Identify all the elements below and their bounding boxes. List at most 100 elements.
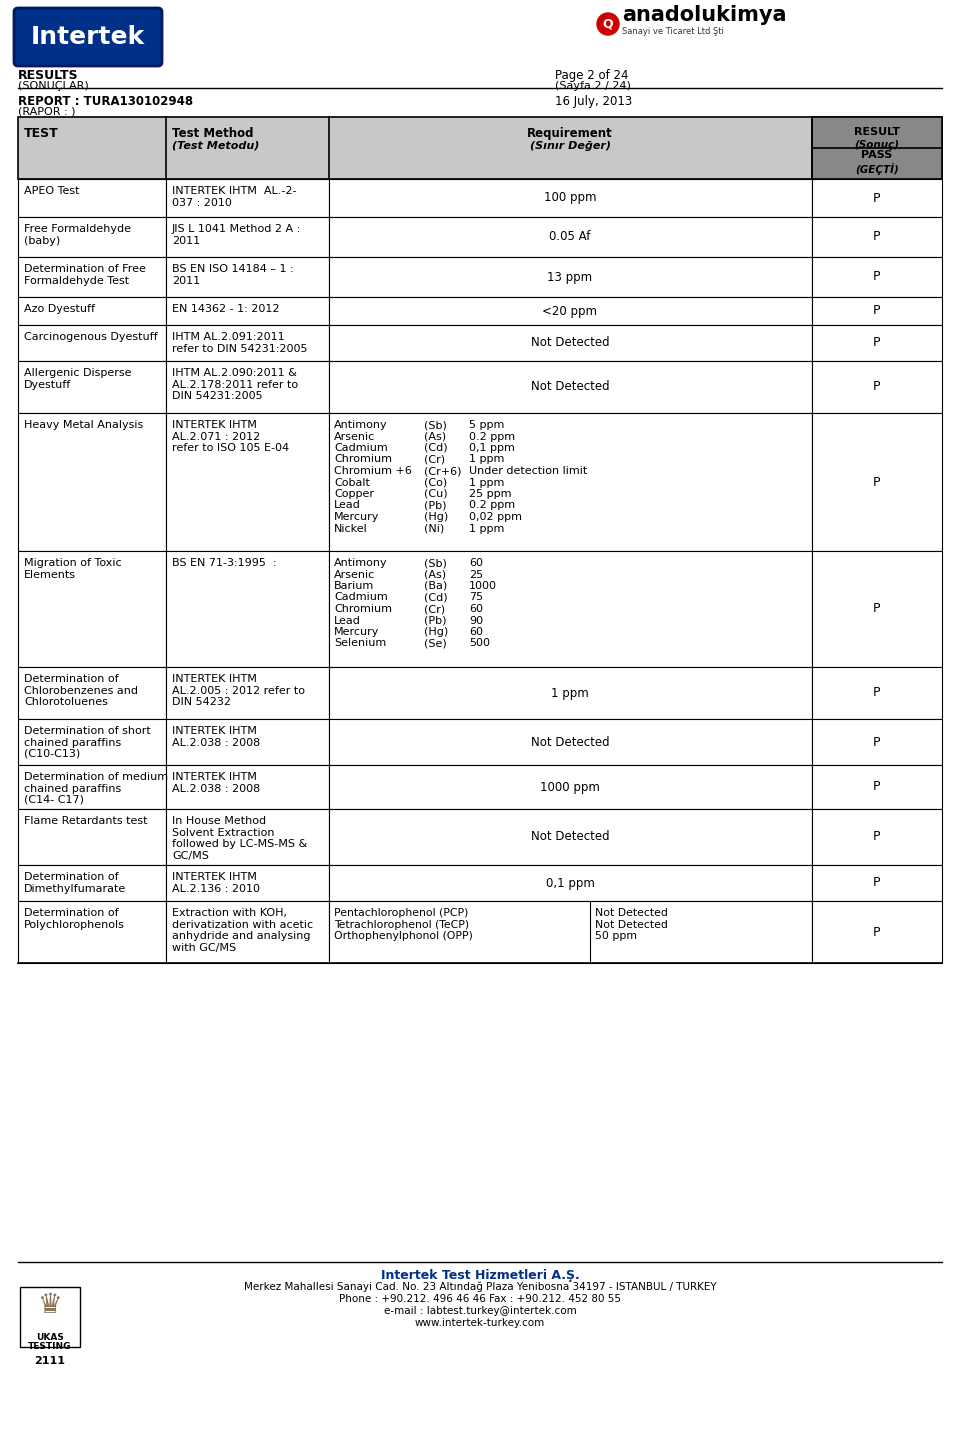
Text: with GC/MS: with GC/MS — [172, 943, 236, 953]
Bar — [329, 361, 812, 412]
Text: 13 ppm: 13 ppm — [547, 270, 592, 283]
Text: 75: 75 — [469, 592, 483, 602]
Text: Formaldehyde Test: Formaldehyde Test — [24, 276, 130, 286]
Bar — [18, 809, 166, 865]
Text: Under detection limit: Under detection limit — [469, 466, 588, 476]
Text: AL.2.038 : 2008: AL.2.038 : 2008 — [172, 737, 260, 747]
Text: Determination of short: Determination of short — [24, 726, 151, 736]
Text: 1 ppm: 1 ppm — [469, 477, 504, 487]
Text: Not Detected: Not Detected — [531, 831, 610, 844]
Text: DIN 54231:2005: DIN 54231:2005 — [172, 391, 263, 401]
Text: Intertek: Intertek — [31, 24, 145, 49]
Text: (As): (As) — [424, 569, 446, 579]
Bar — [812, 297, 942, 325]
Text: Flame Retardants test: Flame Retardants test — [24, 816, 148, 826]
Text: Not Detected: Not Detected — [531, 736, 610, 749]
Text: Not Detected: Not Detected — [595, 920, 668, 930]
Text: 1 ppm: 1 ppm — [551, 687, 588, 700]
Text: (Pb): (Pb) — [424, 615, 446, 625]
Text: Intertek Test Hizmetleri A.Ş.: Intertek Test Hizmetleri A.Ş. — [380, 1269, 580, 1282]
Circle shape — [597, 13, 619, 34]
Bar — [166, 550, 329, 667]
Text: (GEÇTİ): (GEÇTİ) — [855, 162, 899, 175]
Text: (Ba): (Ba) — [424, 581, 447, 591]
Text: RESULT: RESULT — [854, 126, 900, 137]
Bar — [329, 297, 812, 325]
Text: 037 : 2010: 037 : 2010 — [172, 197, 232, 207]
Text: Chromium: Chromium — [334, 454, 392, 464]
Bar — [329, 180, 812, 217]
Text: Selenium: Selenium — [334, 638, 386, 648]
Bar — [18, 550, 166, 667]
Text: Dimethylfumarate: Dimethylfumarate — [24, 884, 127, 894]
Text: DIN 54232: DIN 54232 — [172, 697, 231, 707]
Text: In House Method: In House Method — [172, 816, 266, 826]
Bar — [329, 809, 812, 865]
Text: Chromium +6: Chromium +6 — [334, 466, 412, 476]
Bar — [166, 257, 329, 297]
Text: INTERTEK IHTM: INTERTEK IHTM — [172, 872, 257, 882]
Text: Test Method: Test Method — [172, 126, 253, 139]
Text: Tetrachlorophenol (TeCP): Tetrachlorophenol (TeCP) — [334, 920, 469, 930]
Bar — [166, 901, 329, 963]
Text: Chlorotoluenes: Chlorotoluenes — [24, 697, 108, 707]
Bar — [18, 257, 166, 297]
Text: (Cr+6): (Cr+6) — [424, 466, 462, 476]
FancyBboxPatch shape — [14, 9, 162, 66]
Bar — [166, 217, 329, 257]
Text: (Cr): (Cr) — [424, 604, 445, 614]
Bar — [812, 412, 942, 550]
Text: Requirement: Requirement — [527, 126, 612, 139]
Text: Antimony: Antimony — [334, 558, 388, 568]
Bar — [812, 901, 942, 963]
Bar — [812, 361, 942, 412]
Text: APEO Test: APEO Test — [24, 185, 80, 195]
Text: (Se): (Se) — [424, 638, 446, 648]
Bar — [329, 412, 812, 550]
Text: Not Detected: Not Detected — [531, 381, 610, 394]
Text: chained paraffins: chained paraffins — [24, 783, 121, 793]
Text: Copper: Copper — [334, 489, 374, 499]
Text: <20 ppm: <20 ppm — [542, 305, 597, 318]
Text: Arsenic: Arsenic — [334, 569, 375, 579]
Bar — [812, 180, 942, 217]
Text: Chromium: Chromium — [334, 604, 392, 614]
Text: PASS: PASS — [861, 149, 893, 160]
Bar — [166, 809, 329, 865]
Bar — [18, 412, 166, 550]
Text: P: P — [874, 230, 880, 243]
Text: followed by LC-MS-MS &: followed by LC-MS-MS & — [172, 839, 307, 849]
Text: Azo Dyestuff: Azo Dyestuff — [24, 305, 95, 315]
Bar — [329, 257, 812, 297]
Text: Determination of: Determination of — [24, 872, 119, 882]
Text: derivatization with acetic: derivatization with acetic — [172, 920, 313, 930]
Bar — [18, 217, 166, 257]
Text: (baby): (baby) — [24, 236, 60, 246]
Bar — [18, 325, 166, 361]
Bar — [329, 667, 812, 718]
Text: AL.2.136 : 2010: AL.2.136 : 2010 — [172, 884, 260, 894]
Bar — [166, 667, 329, 718]
Text: 0,02 ppm: 0,02 ppm — [469, 512, 522, 522]
Text: BS EN ISO 14184 – 1 :: BS EN ISO 14184 – 1 : — [172, 264, 294, 274]
Bar — [329, 550, 812, 667]
Bar — [812, 809, 942, 865]
Text: (C10-C13): (C10-C13) — [24, 749, 81, 759]
Text: (Pb): (Pb) — [424, 500, 446, 510]
Text: P: P — [874, 191, 880, 204]
Text: P: P — [874, 736, 880, 749]
Text: Mercury: Mercury — [334, 627, 379, 637]
Bar — [20, 1288, 80, 1346]
Bar — [812, 718, 942, 764]
Bar — [329, 718, 812, 764]
Text: 25: 25 — [469, 569, 483, 579]
Text: (Sb): (Sb) — [424, 558, 446, 568]
Text: Allergenic Disperse: Allergenic Disperse — [24, 368, 132, 378]
Text: 1000: 1000 — [469, 581, 497, 591]
Text: P: P — [874, 687, 880, 700]
Bar — [166, 325, 329, 361]
Text: Dyestuff: Dyestuff — [24, 379, 71, 389]
Bar — [18, 764, 166, 809]
Text: (C14- C17): (C14- C17) — [24, 795, 84, 805]
Text: INTERTEK IHTM: INTERTEK IHTM — [172, 726, 257, 736]
